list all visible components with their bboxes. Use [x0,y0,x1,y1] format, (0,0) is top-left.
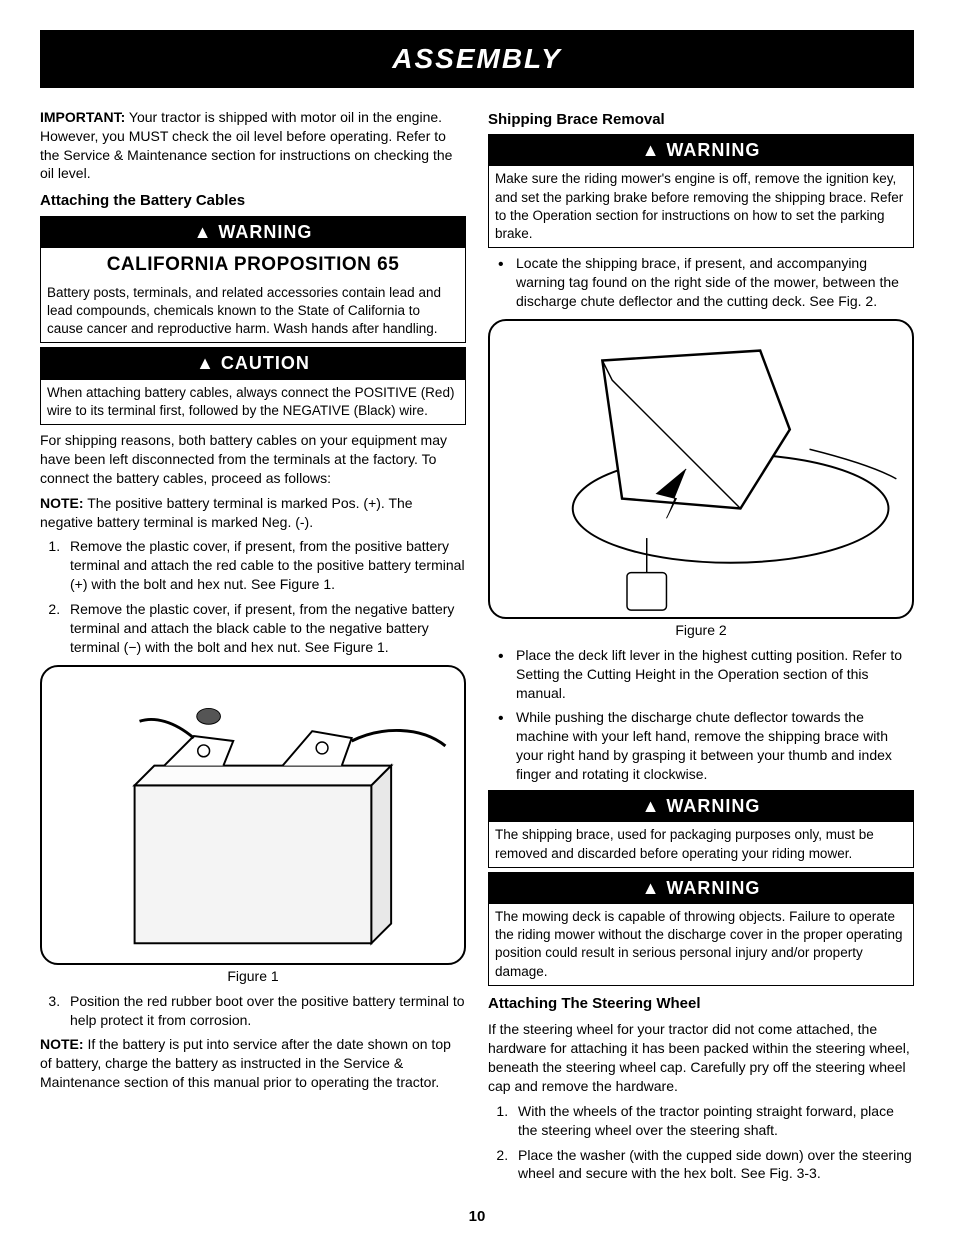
note-2: NOTE: If the battery is put into service… [40,1035,466,1092]
prop65-block: ▲WARNING CALIFORNIA PROPOSITION 65 Batte… [40,216,466,344]
note2-text: If the battery is put into service after… [40,1036,451,1090]
shipping-section-title: Shipping Brace Removal [488,110,914,130]
steering-step-1: With the wheels of the tractor pointing … [512,1102,914,1140]
warning-bar-r3: ▲WARNING [488,872,914,904]
right-column: Shipping Brace Removal ▲WARNING Make sur… [488,102,914,1190]
figure-2-illustration [490,321,912,617]
warning-bar-r2: ▲WARNING [488,790,914,822]
caution-block: ▲ CAUTION When attaching battery cables, … [40,347,466,425]
battery-step-3-list: Position the red rubber boot over the po… [64,992,466,1030]
prop65-title: CALIFORNIA PROPOSITION 65 [40,248,466,280]
bullet-1: Locate the shipping brace, if present, a… [488,254,914,311]
warning-bar-1: ▲WARNING [40,216,466,248]
figure-1-illustration [42,667,464,963]
note1-text: The positive battery terminal is marked … [40,495,413,530]
warning-block-r2: ▲WARNING The shipping brace, used for pa… [488,790,914,868]
bullet-list-1: Locate the shipping brace, if present, a… [488,254,914,311]
note2-lead: NOTE: [40,1036,84,1052]
left-column: IMPORTANT: Your tractor is shipped with … [40,102,466,1190]
note-1: NOTE: The positive battery terminal is m… [40,494,466,532]
warning-label-r1: WARNING [666,140,760,160]
bullet-2: Place the deck lift lever in the highest… [488,646,914,703]
caution-bar: ▲ CAUTION [40,347,466,379]
warning-triangle-icon-r1: ▲ [642,138,661,162]
warning-body-r3: The mowing deck is capable of throwing o… [488,904,914,986]
warning-block-r1: ▲WARNING Make sure the riding mower's en… [488,134,914,248]
two-column-layout: IMPORTANT: Your tractor is shipped with … [40,102,914,1190]
page-number: 10 [40,1207,914,1227]
caution-triangle-icon: ▲ [196,351,215,375]
battery-step-2: Remove the plastic cover, if present, fr… [64,600,466,657]
figure-2-frame [488,319,914,619]
prop65-body: Battery posts, terminals, and related ac… [40,280,466,344]
important-lead: IMPORTANT: [40,109,125,125]
figure-1-frame [40,665,466,965]
warning-triangle-icon-r3: ▲ [642,876,661,900]
caution-body: When attaching battery cables, always co… [40,380,466,425]
steering-steps: With the wheels of the tractor pointing … [512,1102,914,1184]
figure-1-caption: Figure 1 [40,967,466,986]
steering-intro: If the steering wheel for your tractor d… [488,1020,914,1096]
warning-label-r3: WARNING [666,878,760,898]
warning-bar-r1: ▲WARNING [488,134,914,166]
shipping-para: For shipping reasons, both battery cable… [40,431,466,488]
assembly-header: ASSEMBLY [40,30,914,88]
battery-steps-1-2: Remove the plastic cover, if present, fr… [64,537,466,656]
warning-block-r3: ▲WARNING The mowing deck is capable of t… [488,872,914,986]
figure-2-caption: Figure 2 [488,621,914,640]
battery-step-1: Remove the plastic cover, if present, fr… [64,537,466,594]
caution-label: CAUTION [221,353,310,373]
bullet-3: While pushing the discharge chute deflec… [488,708,914,784]
battery-section-title: Attaching the Battery Cables [40,191,466,211]
warning-triangle-icon: ▲ [194,220,213,244]
battery-step-3: Position the red rubber boot over the po… [64,992,466,1030]
warning-body-r1: Make sure the riding mower's engine is o… [488,166,914,248]
note1-lead: NOTE: [40,495,84,511]
warning-body-r2: The shipping brace, used for packaging p… [488,822,914,867]
important-paragraph: IMPORTANT: Your tractor is shipped with … [40,108,466,184]
steering-section-title: Attaching The Steering Wheel [488,994,914,1014]
bullet-list-2: Place the deck lift lever in the highest… [488,646,914,784]
steering-step-2: Place the washer (with the cupped side d… [512,1146,914,1184]
warning-label-r2: WARNING [666,796,760,816]
warning-label-1: WARNING [218,222,312,242]
warning-triangle-icon-r2: ▲ [642,794,661,818]
